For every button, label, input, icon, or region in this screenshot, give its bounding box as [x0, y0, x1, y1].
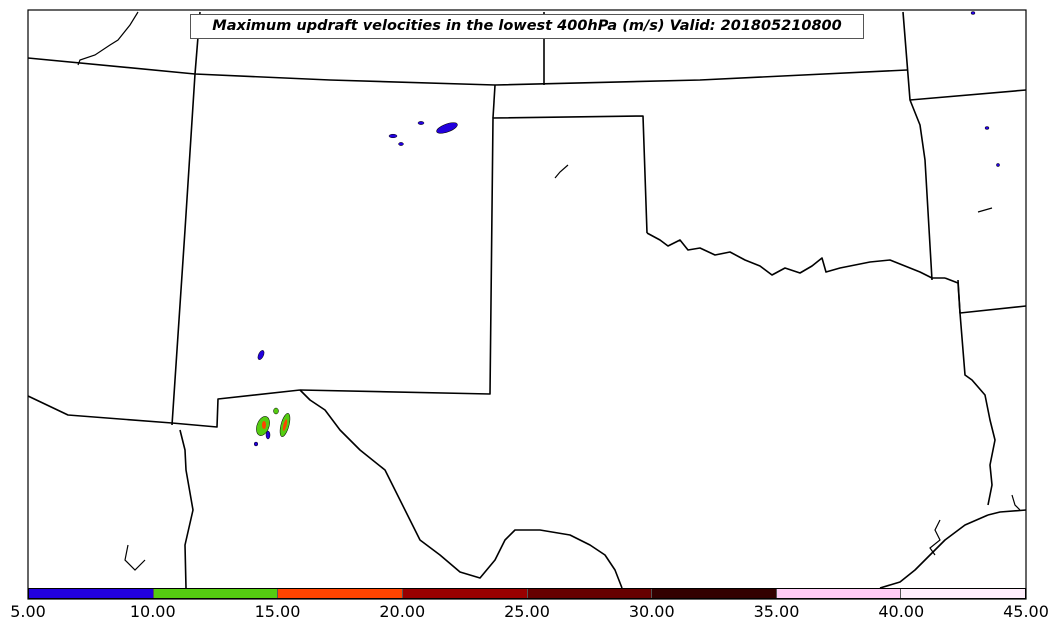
state-boundaries: [27, 11, 1027, 589]
colorbar-segment: [29, 589, 154, 598]
boundary-red-river: [646, 232, 945, 279]
updraft-cell-newmexico-5: [265, 430, 271, 440]
colorbar-segment: [153, 589, 279, 598]
updraft-cell-newmexico-1: [257, 350, 265, 360]
colorbar-segment: [776, 589, 902, 598]
updraft-cell-newmexico-6: [253, 441, 259, 447]
updraft-cells: [253, 11, 1000, 447]
colorbar: [28, 588, 1026, 599]
boundary-arizona-south: [27, 389, 301, 428]
coast-baja: [124, 544, 146, 571]
colorbar-segment: [901, 589, 1025, 598]
boundary-missouri-arkansas: [909, 89, 1027, 101]
map-frame: [27, 9, 1027, 600]
colorbar-tick-label: 45.00: [1003, 602, 1049, 621]
boundary-louisiana-texas: [944, 277, 996, 506]
coast-great-salt-lake: [77, 11, 139, 66]
colorbar-tick-label: 5.00: [10, 602, 46, 621]
updraft-cell-newmexico-2-core: [262, 421, 266, 429]
updraft-cell-newmexico-4: [273, 407, 279, 415]
coast-arkansas-lake: [977, 207, 993, 213]
colorbar-segment: [527, 589, 653, 598]
updraft-cell-colorado-4: [398, 142, 404, 146]
colorbar-tick-label: 40.00: [878, 602, 925, 621]
colorbar-tick-label: 30.00: [628, 602, 675, 621]
colorbar-segment: [652, 589, 777, 598]
colorbar-segment: [278, 589, 403, 598]
updraft-cell-missouri-2: [984, 126, 990, 130]
colorbar-tick-label: 15.00: [254, 602, 301, 621]
coast-sabine: [1011, 494, 1021, 511]
colorbar-tick-label: 10.00: [129, 602, 176, 621]
boundary-mexico-west: [179, 429, 194, 589]
updraft-cell-colorado-2: [417, 121, 425, 125]
coastline-details: [77, 11, 1021, 571]
colorbar-tick-label: 25.00: [504, 602, 550, 621]
boundary-gulf-coast: [987, 509, 1027, 516]
updraft-cell-arkansas-1: [996, 163, 1000, 167]
colorbar-segment: [402, 589, 528, 598]
updraft-cell-newmexico-3-core: [282, 419, 288, 431]
boundary-rio-grande: [299, 389, 623, 589]
coast-galveston: [929, 519, 941, 556]
boundary-oklahoma-north: [492, 84, 496, 119]
boundary-arkansas-west: [902, 11, 933, 281]
colorbar-tick-label: 35.00: [753, 602, 800, 621]
boundary-north-colorado: [27, 57, 908, 86]
boundary-texas-coast: [879, 514, 989, 589]
boundary-arizona-newmexico: [171, 73, 196, 426]
colorbar-tick-label: 20.00: [379, 602, 426, 621]
updraft-cell-missouri-1: [970, 11, 976, 15]
updraft-cell-colorado-3: [388, 133, 398, 139]
map-title: Maximum updraft velocities in the lowest…: [190, 14, 864, 39]
updraft-cell-colorado-1: [436, 122, 458, 134]
coast-lake-oklahoma: [554, 164, 569, 179]
